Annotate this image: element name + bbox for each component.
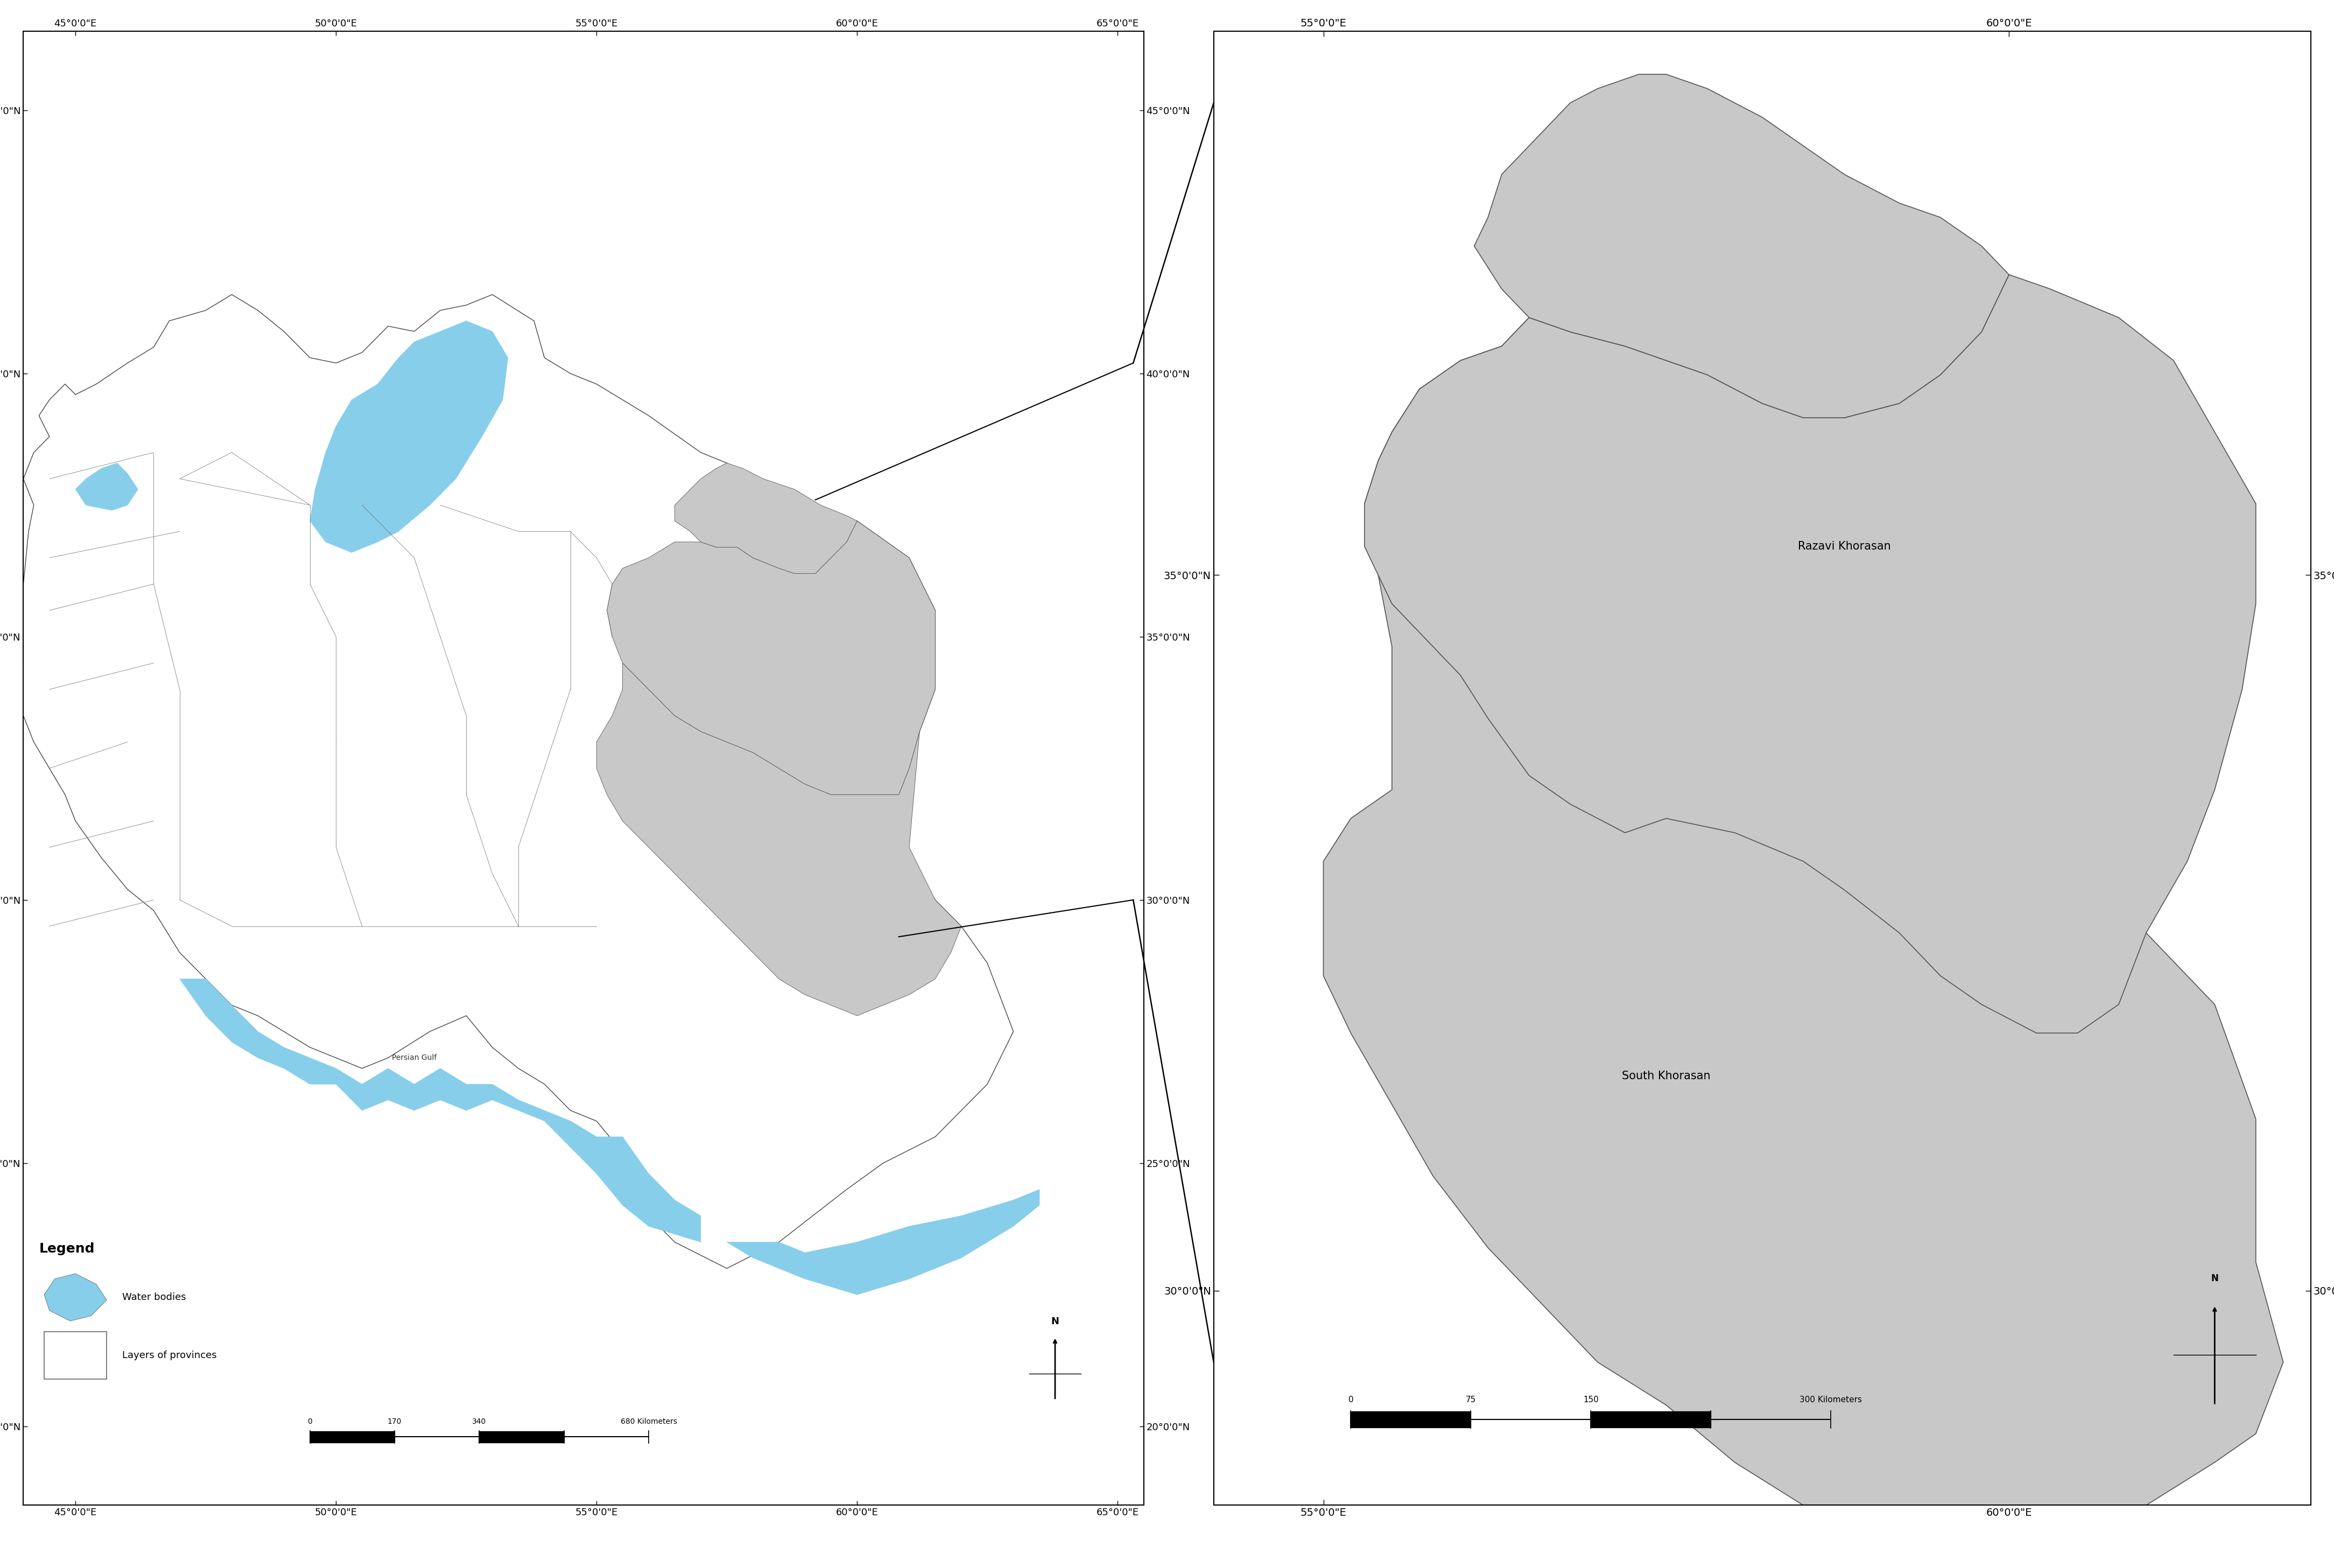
Text: Persian Gulf: Persian Gulf [392,1054,436,1062]
Polygon shape [726,1190,1039,1295]
Text: North Khorasan: North Khorasan [1664,256,1750,265]
Text: Caspian Sea: Caspian Sea [352,448,404,456]
Polygon shape [598,663,962,1016]
Polygon shape [14,295,1013,1269]
Text: 170: 170 [387,1417,401,1425]
Text: 340: 340 [471,1417,485,1425]
Text: Water bodies: Water bodies [121,1292,187,1301]
Text: 75: 75 [1466,1396,1475,1403]
Text: Legend: Legend [40,1242,96,1254]
Polygon shape [75,463,138,511]
Polygon shape [607,521,936,795]
Polygon shape [1365,274,2255,1033]
Bar [44,1331,107,1378]
Text: Razavi Khorasan: Razavi Khorasan [1797,541,1891,552]
Text: South Khorasan: South Khorasan [1622,1071,1711,1082]
Text: 0: 0 [308,1417,313,1425]
Polygon shape [310,321,509,552]
Text: 150: 150 [1582,1396,1599,1403]
Text: Layers of provinces: Layers of provinces [121,1350,217,1359]
Text: N: N [2210,1273,2217,1284]
Text: 300 Kilometers: 300 Kilometers [1800,1396,1863,1403]
Polygon shape [44,1273,107,1322]
Polygon shape [675,463,857,574]
Polygon shape [1475,74,2010,417]
Polygon shape [180,978,700,1242]
Text: 680 Kilometers: 680 Kilometers [621,1417,677,1425]
Text: 0: 0 [1349,1396,1354,1403]
Polygon shape [1323,274,2283,1548]
Text: N: N [1050,1317,1060,1327]
